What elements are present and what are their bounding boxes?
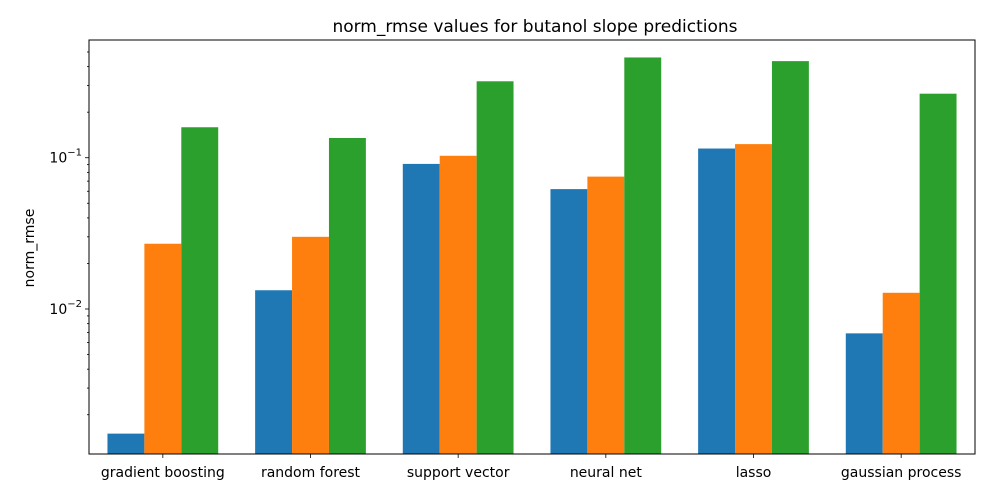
x-tick-label: lasso <box>736 465 772 481</box>
bar <box>476 81 514 455</box>
bar <box>845 333 883 454</box>
bar <box>328 137 366 454</box>
bar <box>439 155 477 454</box>
axes-layer: 10−2 10−1 gradient boosting random forest su… <box>49 39 976 481</box>
plot-frame <box>88 39 976 455</box>
bar <box>735 144 772 454</box>
y-axis-label: norm_rmse <box>22 209 38 288</box>
bar <box>919 93 957 455</box>
bars-layer <box>107 57 957 455</box>
bar <box>550 189 588 455</box>
bar <box>587 176 625 454</box>
bar <box>181 127 219 455</box>
x-tick-label: gradient boosting <box>101 465 225 481</box>
x-tick-label: random forest <box>261 465 361 481</box>
x-tick-label: support vector <box>407 465 510 481</box>
bar <box>292 236 329 454</box>
bar <box>402 163 440 454</box>
x-tick-label: gaussian process <box>841 465 962 481</box>
bar <box>624 57 662 455</box>
bar <box>144 243 182 454</box>
y-tick-label: 10−2 <box>49 299 82 318</box>
bar <box>771 61 809 455</box>
bar <box>107 433 145 454</box>
bar <box>882 292 920 454</box>
chart-title: norm_rmse values for butanol slope predi… <box>332 17 737 37</box>
bar <box>698 148 736 455</box>
bar <box>255 290 293 454</box>
x-tick-label: neural net <box>570 465 643 481</box>
y-tick-label: 10−1 <box>49 148 82 167</box>
